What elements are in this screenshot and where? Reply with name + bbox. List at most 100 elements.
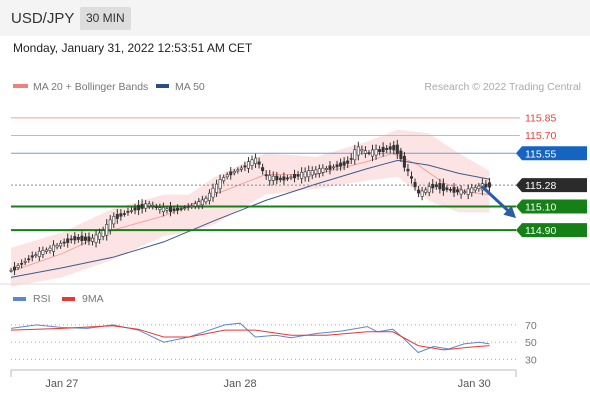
candle-body	[140, 203, 144, 209]
candle-body	[158, 207, 162, 210]
candle-body	[151, 204, 155, 207]
candle-body	[101, 230, 105, 237]
candle-body	[470, 187, 474, 193]
candle-body	[218, 179, 222, 189]
symbol-title: USD/JPY	[11, 10, 75, 27]
candle-body	[250, 159, 254, 166]
timestamp: Monday, January 31, 2022 12:53:51 AM CET	[13, 41, 253, 55]
candle-body	[335, 164, 339, 168]
candle-body	[119, 213, 123, 217]
resistance-label: 115.70	[525, 130, 556, 142]
candle-body	[165, 208, 169, 211]
candle-body	[55, 245, 59, 248]
candle-body	[399, 150, 403, 160]
candle-body	[367, 152, 371, 154]
candle-body	[388, 146, 392, 150]
ma50-line	[10, 159, 490, 278]
current-label-tag	[516, 178, 587, 193]
support-label-tag	[516, 199, 587, 214]
candle-body	[431, 183, 435, 189]
pivot-label-tag	[516, 146, 587, 161]
candle-body	[427, 186, 431, 193]
support-label: 115.10	[525, 201, 556, 213]
candle-body	[473, 187, 477, 191]
candle-body	[16, 265, 20, 268]
candle-body	[293, 173, 297, 179]
timeframe-button[interactable]: 30 MIN	[80, 7, 131, 30]
candle-body	[282, 176, 286, 181]
candle-body	[108, 219, 112, 231]
candle-body	[360, 149, 364, 152]
support-label-tag	[516, 223, 587, 238]
candle-body	[349, 158, 353, 160]
candle-body	[257, 161, 261, 165]
candle-body	[296, 174, 300, 177]
candle-body	[126, 211, 130, 213]
candle-body	[353, 149, 357, 161]
rsi-tick-label: 50	[525, 337, 537, 349]
candle-body	[59, 242, 63, 247]
candle-body	[172, 208, 176, 211]
candle-body	[254, 157, 258, 164]
candle-body	[34, 254, 38, 256]
rsi-tick-label: 30	[525, 354, 537, 366]
candle-body	[154, 206, 158, 208]
candle-body	[363, 150, 367, 154]
candle-body	[76, 237, 80, 240]
candle-body	[200, 199, 204, 206]
candle-body	[452, 187, 456, 193]
candle-body	[310, 170, 314, 176]
candlesticks	[9, 139, 491, 276]
candle-body	[307, 170, 311, 178]
pivot-label: 115.55	[525, 148, 556, 160]
candle-body	[275, 175, 279, 181]
candle-body	[130, 210, 134, 212]
candle-body	[211, 187, 215, 198]
candle-body	[459, 189, 463, 195]
candle-body	[420, 190, 424, 197]
candle-body	[413, 182, 417, 188]
legend-label-rsi: RSI	[33, 293, 51, 305]
candle-body	[112, 216, 116, 225]
candle-body	[466, 188, 470, 195]
candle-body	[463, 191, 467, 194]
candle-body	[37, 250, 41, 257]
candle-body	[300, 171, 304, 179]
x-tick-label: Jan 30	[458, 378, 491, 390]
candle-body	[484, 183, 488, 188]
candle-body	[402, 155, 406, 168]
candle-body	[83, 236, 87, 241]
candle-body	[207, 192, 211, 201]
candle-body	[321, 167, 325, 173]
rsi-ma-line	[10, 325, 490, 351]
candle-body	[289, 176, 293, 179]
candle-body	[328, 165, 332, 170]
candle-body	[91, 237, 95, 242]
candle-body	[87, 236, 91, 242]
candle-body	[161, 207, 165, 212]
candle-body	[424, 189, 428, 193]
candle-body	[392, 145, 396, 151]
candle-body	[441, 183, 445, 191]
legend-label-9ma: 9MA	[82, 293, 104, 305]
support-label: 114.90	[525, 225, 556, 237]
projection-arrow-head	[503, 205, 517, 219]
candle-body	[133, 207, 137, 211]
candle-body	[243, 165, 247, 168]
candle-body	[448, 189, 452, 191]
candle-body	[190, 205, 194, 208]
candle-body	[176, 207, 180, 211]
x-tick-label: Jan 27	[45, 378, 78, 390]
candle-body	[23, 260, 27, 263]
candle-body	[236, 169, 240, 172]
candle-body	[417, 189, 421, 194]
candle-body	[48, 247, 52, 251]
candle-body	[456, 189, 460, 193]
candle-body	[30, 255, 34, 258]
legend-swatch-ma20	[13, 84, 28, 88]
candle-body	[264, 174, 268, 177]
rsi-tick-label: 70	[525, 320, 537, 332]
candle-body	[44, 249, 48, 252]
